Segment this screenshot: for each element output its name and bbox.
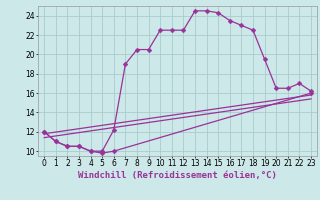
X-axis label: Windchill (Refroidissement éolien,°C): Windchill (Refroidissement éolien,°C) bbox=[78, 171, 277, 180]
